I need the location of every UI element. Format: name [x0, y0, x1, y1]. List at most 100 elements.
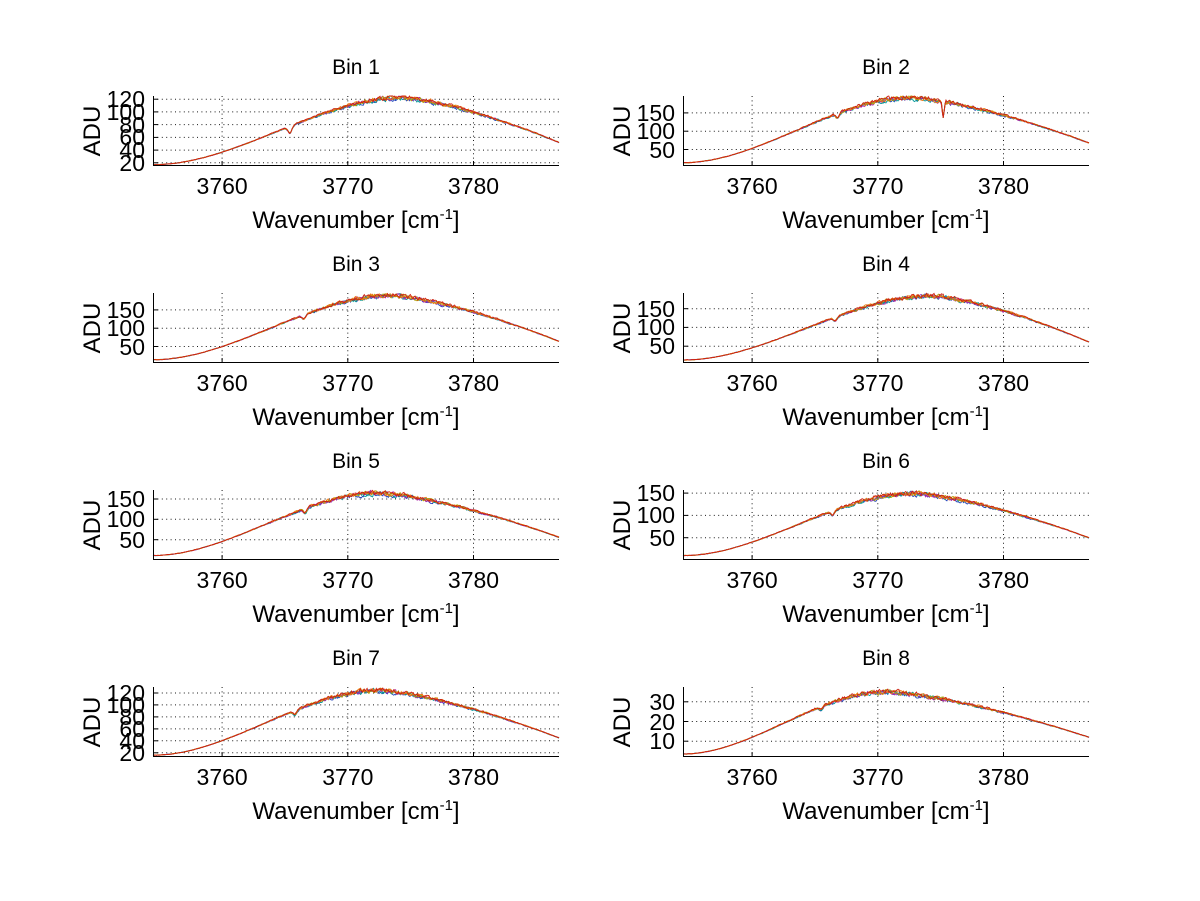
y-tick-label: 100 — [636, 314, 675, 341]
plot-area — [152, 687, 560, 757]
spectrum-trace — [683, 292, 1090, 361]
x-tick-label: 3770 — [322, 567, 374, 593]
subplot-bin-5: Bin 5 ADU Wavenumber [cm-1] 50 100 150 3760… — [79, 450, 560, 628]
y-tick-label: 120 — [106, 679, 145, 706]
spectrum-trace — [152, 687, 560, 756]
spectrum-trace — [152, 687, 560, 756]
spectrum-trace — [152, 489, 560, 557]
spectrum-trace — [682, 688, 1090, 755]
y-tick-label: 60 — [119, 124, 145, 151]
spectrum-trace — [682, 689, 1090, 755]
subplot-bin-2: Bin 2 ADU Wavenumber [cm-1] 50 100 150 3760… — [609, 56, 1090, 234]
x-tick-label: 3760 — [726, 370, 778, 396]
spectrum-trace — [683, 689, 1090, 755]
x-tick-label: 3760 — [726, 567, 778, 593]
subplot-title: Bin 7 — [332, 647, 380, 670]
y-tick-label: 50 — [649, 524, 675, 551]
subplot-bin-6: Bin 6 ADU Wavenumber [cm-1] 50 100 150 3760… — [609, 450, 1090, 628]
plot-area — [682, 95, 1090, 166]
y-tick-label: 80 — [119, 703, 145, 730]
plot-area — [682, 490, 1090, 560]
x-tick-label: 3780 — [447, 173, 500, 199]
spectrum-trace — [683, 490, 1089, 556]
subplot-title: Bin 6 — [862, 450, 910, 473]
x-axis-label: Wavenumber [cm-1] — [782, 600, 990, 628]
spectrum-trace — [682, 491, 1090, 557]
y-tick-label: 80 — [119, 111, 145, 138]
spectrum-trace — [152, 293, 560, 361]
y-tick-label: 150 — [636, 480, 675, 507]
x-tick-label: 3780 — [447, 370, 500, 396]
x-tick-label: 3770 — [852, 173, 904, 199]
subplot-bin-1: Bin 1 ADU Wavenumber [cm-1] 20 40 60 80 100 1… — [79, 56, 560, 234]
plot-area — [152, 489, 560, 560]
plot-area — [682, 687, 1090, 757]
subplot-bin-8: Bin 8 ADU Wavenumber [cm-1] 10 20 30 3760 37… — [609, 647, 1090, 825]
x-axis-label: Wavenumber [cm-1] — [782, 797, 990, 825]
plot-area — [682, 292, 1090, 363]
x-axis-label: Wavenumber [cm-1] — [252, 206, 460, 234]
y-tick-label: 50 — [649, 333, 675, 360]
y-tick-label: 100 — [636, 502, 675, 529]
spectrum-trace — [152, 292, 560, 361]
spectrum-trace — [152, 687, 560, 756]
x-tick-label: 3770 — [852, 567, 904, 593]
x-tick-label: 3760 — [726, 764, 778, 790]
y-tick-label: 40 — [119, 727, 145, 754]
spectrum-trace — [152, 292, 559, 361]
spectrum-trace — [682, 490, 1089, 557]
x-tick-label: 3770 — [852, 370, 904, 396]
x-tick-label: 3780 — [977, 567, 1030, 593]
subplot-bin-3: Bin 3 ADU Wavenumber [cm-1] 50 100 150 3760… — [79, 253, 560, 431]
x-axis-label: Wavenumber [cm-1] — [782, 403, 990, 431]
spectrum-trace — [152, 293, 560, 361]
x-tick-label: 3760 — [726, 173, 778, 199]
x-tick-label: 3760 — [196, 173, 248, 199]
y-tick-label: 20 — [649, 708, 675, 735]
subplot-title: Bin 8 — [862, 647, 910, 670]
spectrum-trace — [152, 687, 560, 756]
y-tick-label: 20 — [119, 149, 145, 176]
y-tick-label: 10 — [649, 728, 675, 755]
spectrum-trace — [683, 689, 1090, 755]
spectrum-trace — [152, 688, 560, 756]
spectrum-trace — [682, 689, 1090, 755]
y-tick-label: 150 — [106, 485, 145, 512]
y-tick-label: 30 — [649, 688, 675, 715]
x-axis-label: Wavenumber [cm-1] — [782, 206, 990, 234]
x-tick-label: 3760 — [196, 764, 248, 790]
spectrum-trace — [682, 490, 1090, 557]
x-tick-label: 3760 — [196, 567, 248, 593]
spectrum-trace — [682, 490, 1090, 557]
spectrum-trace — [682, 95, 1090, 164]
x-tick-label: 3780 — [977, 370, 1030, 396]
y-tick-label: 150 — [636, 99, 675, 126]
y-tick-label: 100 — [106, 98, 145, 125]
spectrum-trace — [683, 490, 1090, 557]
y-tick-label: 150 — [106, 296, 145, 323]
spectrum-trace — [152, 491, 560, 557]
y-tick-label: 50 — [119, 333, 145, 360]
spectrum-trace — [683, 95, 1089, 164]
y-tick-label: 100 — [106, 691, 145, 718]
x-tick-label: 3770 — [852, 764, 904, 790]
subplot-bin-7: Bin 7 ADU Wavenumber [cm-1] 20 40 60 80 100 1… — [79, 647, 560, 825]
y-tick-label: 150 — [636, 295, 675, 322]
y-tick-label: 40 — [119, 137, 145, 164]
x-tick-label: 3760 — [196, 370, 248, 396]
subplot-title: Bin 4 — [862, 253, 910, 276]
spectrum-trace — [683, 96, 1090, 164]
y-tick-label: 100 — [636, 118, 675, 145]
x-tick-label: 3770 — [322, 173, 374, 199]
subplot-title: Bin 1 — [332, 56, 380, 79]
x-tick-label: 3770 — [322, 370, 374, 396]
spectrum-trace — [682, 95, 1090, 164]
plot-area — [152, 292, 560, 363]
spectrum-trace — [152, 489, 560, 557]
spectrum-trace — [683, 95, 1090, 164]
spectrum-trace — [152, 491, 560, 557]
y-tick-label: 100 — [106, 506, 145, 533]
spectrum-trace — [152, 689, 560, 756]
spectrum-trace — [153, 490, 560, 557]
x-tick-label: 3780 — [447, 567, 500, 593]
